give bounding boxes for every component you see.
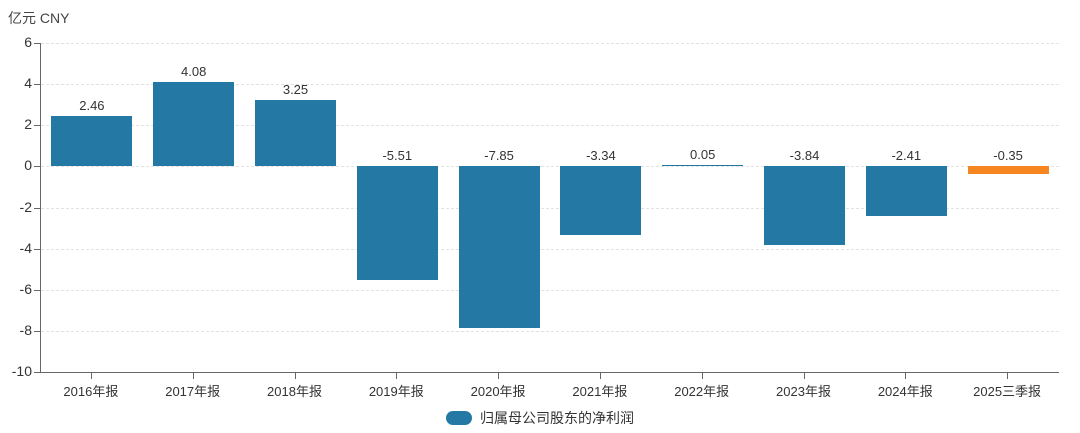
y-axis-tick — [34, 125, 40, 127]
gridline-y--8 — [41, 330, 1059, 332]
plot-area: 2.46 4.08 3.25 -5.51 -7.85 -3.34 0.05 -3.84 -2.4… — [40, 43, 1059, 373]
legend-item-net-profit[interactable]: 归属母公司股东的净利润 — [0, 405, 1080, 431]
bar-2021年报[interactable] — [560, 166, 642, 236]
bar-2022年报[interactable] — [662, 164, 744, 167]
y-axis-tick-label: 0 — [24, 157, 32, 174]
x-axis-tick — [701, 373, 703, 379]
y-axis-tick-label: -8 — [19, 321, 32, 338]
x-axis-label-2021年报: 2021年报 — [572, 384, 628, 399]
bar-value-label: 2.46 — [79, 97, 105, 113]
x-axis-label-2023年报: 2023年报 — [776, 384, 831, 399]
x-axis-tick — [90, 373, 92, 379]
gridline-y--2 — [41, 207, 1059, 209]
bar-2020年报[interactable] — [458, 166, 540, 328]
bar-value-label: -5.51 — [382, 148, 413, 164]
y-axis-tick — [34, 43, 40, 44]
x-axis-label-2019年报: 2019年报 — [368, 384, 424, 399]
y-axis-tick-label: -2 — [19, 198, 32, 215]
x-axis-label-2017年报: 2017年报 — [165, 384, 221, 399]
y-axis-tick — [34, 166, 40, 168]
bar-value-label: -7.85 — [484, 148, 514, 164]
bar-2025三季报[interactable] — [967, 166, 1049, 174]
y-axis-tick — [34, 248, 40, 250]
bar-value-label: -0.35 — [993, 148, 1023, 164]
bar-2016年报[interactable] — [51, 115, 133, 167]
gridline-y-2 — [41, 125, 1059, 127]
x-axis-tick — [803, 373, 805, 379]
bar-value-label: 4.08 — [181, 64, 207, 80]
gridline-y-0 — [41, 166, 1059, 168]
y-axis-tick — [34, 207, 40, 209]
x-axis-label-2024年报: 2024年报 — [877, 384, 933, 399]
y-axis-unit-label: 亿元 CNY — [8, 10, 70, 26]
x-axis-tick — [294, 373, 296, 379]
x-axis-tick — [396, 373, 398, 379]
x-axis-label-2022年报: 2022年报 — [674, 384, 730, 399]
y-axis-tick — [34, 372, 40, 373]
gridline-y--4 — [41, 248, 1059, 250]
y-axis-tick-label: -10 — [11, 363, 32, 379]
legend-marker — [446, 411, 472, 425]
y-axis-tick — [34, 84, 40, 86]
y-axis-tick-label: -4 — [19, 239, 32, 256]
bar-2023年报[interactable] — [764, 166, 845, 246]
x-axis-tick — [599, 373, 601, 379]
y-axis-tick-label: 6 — [24, 34, 32, 50]
x-axis-tick — [192, 373, 194, 379]
y-axis-tick — [34, 330, 40, 332]
x-axis-tick — [905, 373, 907, 379]
bar-value-label: 0.05 — [690, 146, 716, 162]
bar-2019年报[interactable] — [356, 166, 438, 280]
legend-label: 归属母公司股东的净利润 — [480, 410, 634, 426]
x-axis-label-2018年报: 2018年报 — [267, 384, 322, 399]
gridline-y--6 — [41, 289, 1059, 291]
bar-value-label: 3.25 — [282, 81, 309, 97]
gridline-y-4 — [41, 84, 1059, 86]
bar-2017年报[interactable] — [153, 82, 235, 167]
x-axis-label-2016年报: 2016年报 — [63, 384, 119, 399]
bar-2018年报[interactable] — [255, 99, 336, 167]
bar-value-label: -2.41 — [891, 148, 922, 164]
bar-2024年报[interactable] — [865, 166, 947, 216]
x-axis-label-2025三季报: 2025三季报 — [973, 384, 1042, 399]
x-axis-tick — [498, 373, 500, 379]
x-axis-label-2020年报: 2020年报 — [470, 384, 526, 399]
gridline-y-6 — [41, 43, 1059, 44]
y-axis-tick-label: -6 — [19, 280, 32, 297]
bar-value-label: -3.84 — [789, 148, 820, 164]
y-axis-tick-label: 2 — [24, 116, 32, 133]
y-axis-tick-label: 4 — [24, 75, 32, 92]
y-axis-tick — [34, 289, 40, 291]
bar-value-label: -3.34 — [586, 148, 616, 164]
x-axis-tick — [1007, 373, 1009, 379]
